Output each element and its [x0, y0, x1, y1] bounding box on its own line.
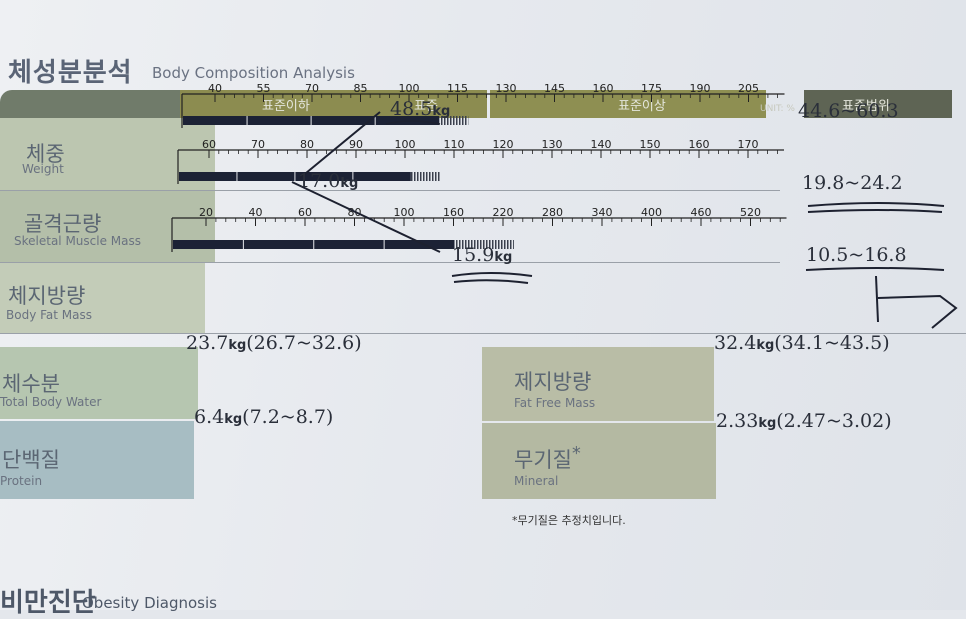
mineral-label-ko: 무기질* — [514, 444, 581, 472]
weight-range: 44.6~60.3 — [798, 100, 899, 122]
protein-label-ko: 단백질 — [2, 448, 60, 472]
row-fat-label-block — [0, 262, 205, 334]
tbw-label-en: Total Body Water — [0, 395, 102, 409]
section-title-ko: 체성분분석 — [8, 58, 133, 88]
protein-box — [0, 421, 194, 499]
ffm-label-en: Fat Free Mass — [514, 396, 596, 410]
fat-label-en: Body Fat Mass — [6, 308, 92, 322]
fat-tick-label: 220 — [493, 206, 514, 219]
muscle-tick-label: 150 — [640, 138, 661, 151]
muscle-range: 19.8~24.2 — [802, 172, 903, 194]
mineral-value: 2.33kg(2.47~3.02) — [716, 410, 892, 432]
muscle-tick-label: 90 — [349, 138, 363, 151]
protein-label-en: Protein — [0, 474, 43, 488]
fat-value: 15.9kg — [452, 244, 513, 266]
weight-tick-label: 85 — [354, 82, 368, 95]
weight-label-ko: 체중 — [26, 142, 65, 166]
pen-line — [299, 111, 381, 179]
obesity-title-en: Obesity Diagnosis — [82, 594, 217, 612]
muscle-bar-extension — [410, 172, 441, 181]
mineral-note: *무기질은 추정치입니다. — [512, 514, 626, 527]
header-label-standard: 표준 — [414, 99, 438, 114]
pen-arrow — [875, 275, 958, 329]
tbw-box — [0, 347, 198, 419]
weight-tick-label: 175 — [641, 82, 662, 95]
muscle-tick-label: 160 — [689, 138, 710, 151]
weight-label-en: Weight — [22, 162, 64, 176]
row-divider — [0, 333, 966, 334]
tbw-value: 23.7kg(26.7~32.6) — [186, 332, 362, 354]
fat-tick-label: 280 — [542, 206, 563, 219]
header-standard-range — [804, 90, 952, 118]
ffm-box — [482, 347, 714, 421]
unit-label: UNIT: % — [760, 104, 795, 114]
row-muscle-label-block — [0, 190, 215, 262]
section-title-en: Body Composition Analysis — [152, 64, 355, 82]
pen-underline — [385, 120, 441, 125]
header-below-standard — [180, 90, 487, 118]
row-divider — [0, 190, 780, 191]
weight-tick-label: 40 — [208, 82, 222, 95]
weight-tick-label: 205 — [738, 82, 759, 95]
muscle-tick-label: 140 — [591, 138, 612, 151]
pen-underline — [451, 272, 533, 284]
weight-bar-extension — [439, 116, 469, 125]
fat-tick-label: 460 — [691, 206, 712, 219]
fat-tick-label: 100 — [394, 206, 415, 219]
header-above-standard — [490, 90, 766, 118]
weight-tick-label: 130 — [496, 82, 517, 95]
muscle-tick-label: 60 — [202, 138, 216, 151]
muscle-tick-label: 120 — [493, 138, 514, 151]
ffm-label-ko: 제지방량 — [514, 370, 592, 394]
weight-tick-label: 160 — [593, 82, 614, 95]
mineral-box — [482, 423, 716, 499]
muscle-tick-label: 100 — [395, 138, 416, 151]
fat-tick-label: 400 — [641, 206, 662, 219]
fat-tick-label: 20 — [199, 206, 213, 219]
muscle-label-en: Skeletal Muscle Mass — [14, 234, 141, 248]
weight-tick-label: 70 — [305, 82, 319, 95]
muscle-value: 17.0kg — [298, 170, 359, 192]
pen-underline — [807, 202, 945, 213]
muscle-tick-label: 130 — [542, 138, 563, 151]
fat-tick-label: 60 — [298, 206, 312, 219]
fat-tick-label: 40 — [249, 206, 263, 219]
mineral-label-en: Mineral — [514, 474, 559, 488]
header-label-below: 표준이하 — [262, 99, 310, 114]
muscle-label-ko: 골격근량 — [24, 212, 102, 236]
fat-range: 10.5~16.8 — [806, 244, 907, 266]
muscle-tick-label: 70 — [251, 138, 265, 151]
weight-tick-label: 190 — [690, 82, 711, 95]
header-left-block — [0, 90, 180, 118]
weight-tick-label: 145 — [544, 82, 565, 95]
tbw-label-ko: 체수분 — [2, 372, 60, 396]
muscle-tick-label: 80 — [300, 138, 314, 151]
fat-bar-extension — [454, 240, 514, 249]
weight-tick-label: 100 — [399, 82, 420, 95]
weight-tick-label: 115 — [447, 82, 468, 95]
pen-line — [291, 181, 441, 253]
ffm-value: 32.4kg(34.1~43.5) — [714, 332, 890, 354]
weight-value: 48.5kg — [390, 98, 451, 120]
fat-tick-label: 520 — [740, 206, 761, 219]
pen-underline — [805, 267, 945, 271]
protein-value: 6.4kg(7.2~8.7) — [194, 406, 334, 428]
weight-tick-label: 55 — [257, 82, 271, 95]
muscle-tick-label: 170 — [738, 138, 759, 151]
muscle-tick-label: 110 — [444, 138, 465, 151]
header-label-above: 표준이상 — [618, 99, 666, 114]
row-divider — [0, 262, 780, 263]
fat-tick-label: 340 — [592, 206, 613, 219]
header-label-range: 표준범위 — [842, 99, 890, 114]
fat-label-ko: 체지방량 — [8, 284, 86, 308]
fat-tick-label: 160 — [443, 206, 464, 219]
